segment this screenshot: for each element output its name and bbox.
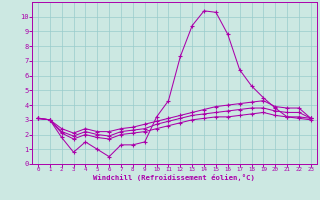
X-axis label: Windchill (Refroidissement éolien,°C): Windchill (Refroidissement éolien,°C)	[93, 174, 255, 181]
